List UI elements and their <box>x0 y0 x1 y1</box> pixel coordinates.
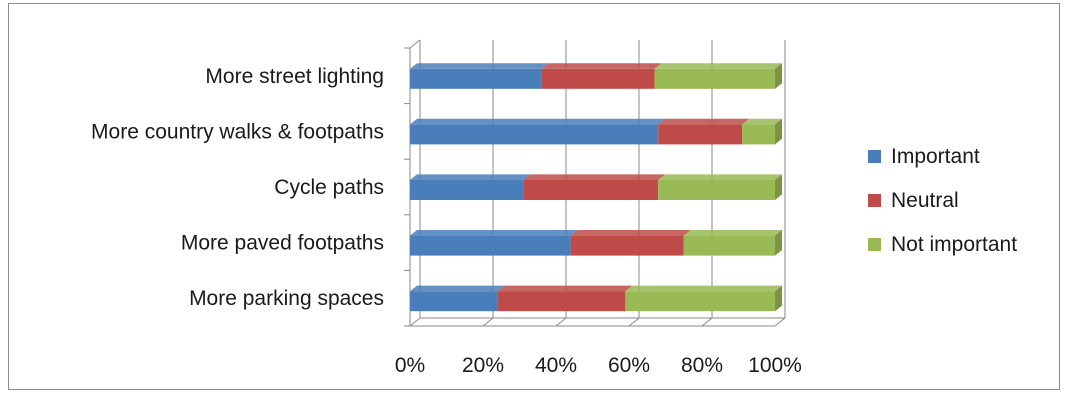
bar-more-country-walks-and-footpaths-not-important-side <box>775 118 782 145</box>
bar-more-paved-footpaths-neutral <box>570 235 684 256</box>
wall-top-edge <box>409 39 421 49</box>
bar-more-street-lighting-not-important-top <box>654 63 782 69</box>
bar-more-parking-spaces-important-top <box>410 285 505 292</box>
bar-more-street-lighting-important-top <box>410 63 549 69</box>
bar-more-country-walks-and-footpaths-important <box>410 124 659 145</box>
bar-more-parking-spaces-important <box>410 291 498 312</box>
bar-more-parking-spaces-not-important-side <box>775 285 782 312</box>
bar-more-street-lighting-neutral <box>541 68 655 89</box>
legend-label-neutral: Neutral <box>891 189 959 212</box>
category-label: More paved footpaths <box>181 232 384 255</box>
legend: Important Neutral Not important <box>868 145 1017 256</box>
floor-gridline <box>555 317 567 327</box>
floor-gridline <box>774 317 786 327</box>
legend-label-important: Important <box>891 145 980 168</box>
x-tick-label: 60% <box>608 354 650 377</box>
bar-cycle-paths-neutral <box>523 180 659 200</box>
legend-swatch-not-important <box>868 238 881 251</box>
legend-swatch-important <box>868 150 881 163</box>
legend-swatch-neutral <box>868 194 881 207</box>
bar-more-parking-spaces-neutral <box>497 291 626 312</box>
bar-more-country-walks-and-footpaths-not-important-top <box>742 118 782 125</box>
bar-cycle-paths-not-important-side <box>775 174 782 200</box>
bar-more-street-lighting-important <box>410 68 542 89</box>
bar-more-parking-spaces-not-important <box>625 291 775 312</box>
bar-cycle-paths-not-important-top <box>658 174 782 180</box>
bar-more-country-walks-and-footpaths-neutral-top <box>658 118 750 125</box>
floor-gridline <box>628 317 640 327</box>
bar-more-paved-footpaths-neutral-top <box>570 230 691 236</box>
bar-more-country-walks-and-footpaths-not-important <box>742 124 775 145</box>
bar-more-street-lighting-not-important <box>654 68 775 89</box>
category-label: More parking spaces <box>189 287 384 310</box>
x-tick-label: 100% <box>748 354 802 377</box>
category-label: More country walks & footpaths <box>91 120 384 143</box>
bar-more-paved-footpaths-important <box>410 235 571 256</box>
bar-cycle-paths-neutral-top <box>523 174 666 180</box>
bar-layer <box>410 63 782 312</box>
bar-more-street-lighting-neutral-top <box>541 63 662 69</box>
x-tick-label: 40% <box>535 354 577 377</box>
x-tick-label: 80% <box>681 354 723 377</box>
label-layer: More parking spaces More paved footpaths C… <box>91 65 802 377</box>
bar-more-parking-spaces-not-important-top <box>625 285 782 292</box>
bar-more-paved-footpaths-not-important <box>683 235 775 256</box>
x-tick-label: 20% <box>462 354 504 377</box>
legend-label-not-important: Not important <box>891 233 1017 256</box>
floor-gridline <box>482 317 494 327</box>
bar-more-country-walks-and-footpaths-neutral <box>658 124 743 145</box>
bar-more-country-walks-and-footpaths-important-top <box>410 118 666 125</box>
x-tick-label: 0% <box>395 354 425 377</box>
bar-more-paved-footpaths-not-important-side <box>775 230 782 256</box>
category-label: Cycle paths <box>274 176 384 199</box>
bar-more-paved-footpaths-important-top <box>410 230 578 236</box>
bar-cycle-paths-important-top <box>410 174 531 180</box>
bar-cycle-paths-not-important <box>658 180 775 200</box>
bar-more-paved-footpaths-not-important-top <box>683 230 782 236</box>
floor-gridline <box>701 317 713 327</box>
bar-more-street-lighting-not-important-side <box>775 63 782 89</box>
category-label: More street lighting <box>205 65 384 88</box>
floor-gridline <box>409 317 421 327</box>
bar-cycle-paths-important <box>410 180 524 200</box>
bar-more-parking-spaces-neutral-top <box>497 285 633 292</box>
